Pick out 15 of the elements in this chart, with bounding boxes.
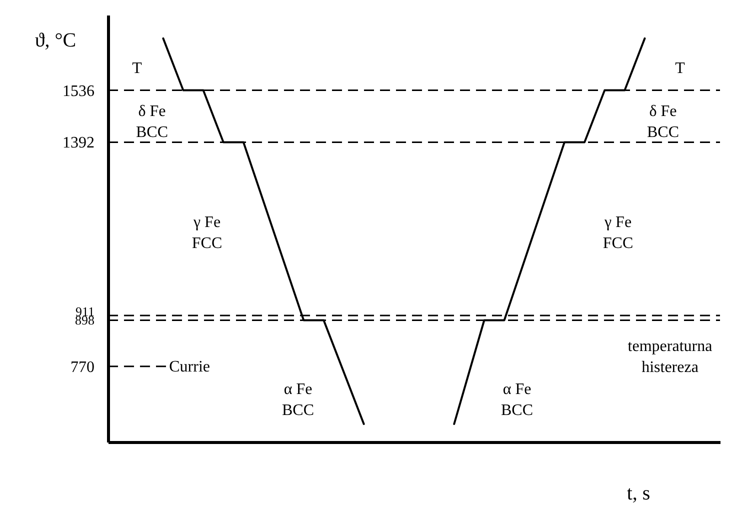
annotation: γ Fe FCC <box>602 214 634 252</box>
annotation: δ Fe BCC <box>646 103 680 141</box>
x-axis-title: t, s <box>626 482 650 504</box>
y-tick-label: 770 <box>70 358 94 376</box>
annotation: T <box>675 60 686 77</box>
annotation: γ Fe FCC <box>192 214 222 252</box>
ref-line-label: Currie <box>169 358 210 376</box>
annotation: α Fe BCC <box>500 381 534 419</box>
annotation: T <box>132 60 142 77</box>
y-tick-label: 1536 <box>62 82 94 100</box>
y-axis-title: ϑ, °C <box>34 30 76 52</box>
y-tick-label: 1392 <box>62 134 94 152</box>
annotation: α Fe BCC <box>282 381 314 419</box>
annotation: temperaturna histereza <box>628 338 712 376</box>
annotation: δ Fe BCC <box>136 103 168 141</box>
